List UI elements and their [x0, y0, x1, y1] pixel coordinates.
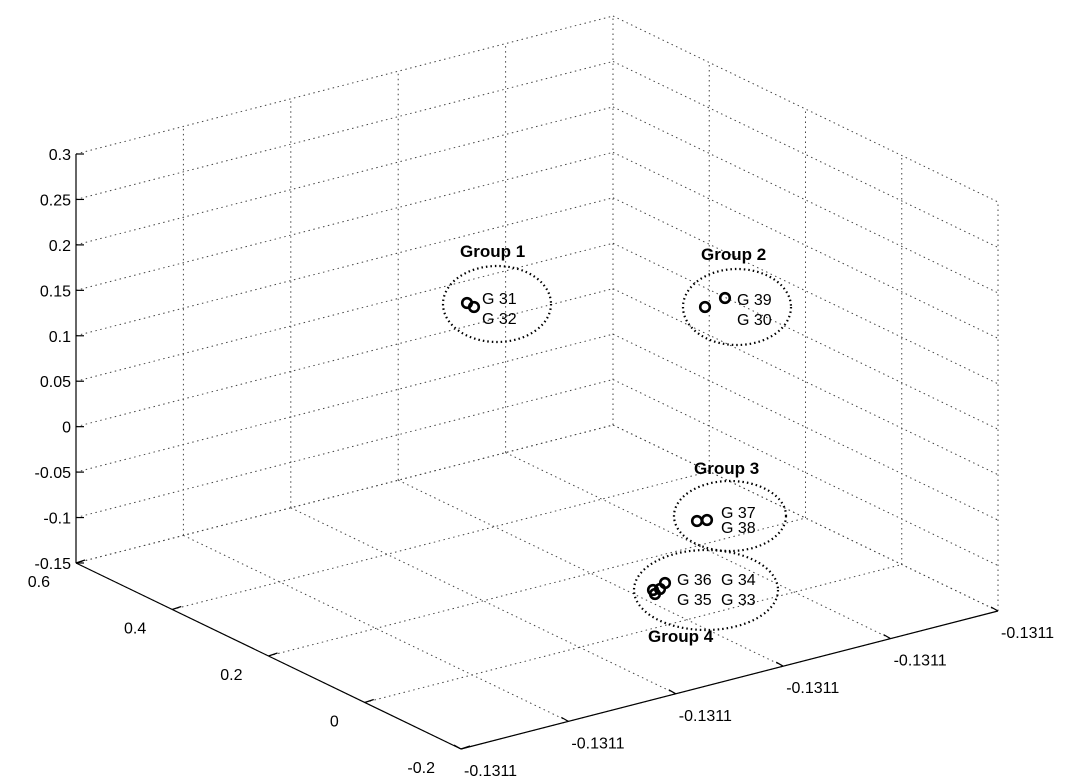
- data-points: [460, 291, 732, 601]
- point-label: G 39: [737, 292, 772, 309]
- x-tick-label: -0.1311: [1001, 625, 1054, 642]
- y-tick-label: 0.4: [124, 621, 146, 638]
- grid-line: [75, 242, 614, 382]
- axes: [75, 153, 999, 750]
- grid-line: [612, 197, 999, 385]
- group-ellipse: [632, 548, 780, 632]
- grid-line: [612, 60, 999, 248]
- grid-line: [612, 15, 999, 203]
- x-tick-mark: [668, 689, 677, 695]
- z-tick-label: 0.3: [49, 147, 71, 164]
- point-label: G 37: [721, 505, 756, 522]
- z-tick-label: 0.05: [40, 374, 71, 391]
- y-tick-label: 0.6: [28, 574, 50, 591]
- y-tick-mark: [364, 698, 374, 704]
- x-tick-mark: [453, 744, 462, 750]
- grid-line: [612, 151, 999, 339]
- tick-labels: 0.3 0.25 0.2 0.15 0.1 0.05 0 -0.05 -0.1 -0.150.6 0…: [28, 147, 1054, 780]
- grid-line: [75, 197, 614, 337]
- z-tick-label: 0.15: [40, 283, 71, 300]
- grid-line: [75, 424, 614, 564]
- grid-line: [505, 452, 891, 640]
- y-tick-mark: [460, 745, 471, 750]
- grid-line: [75, 15, 614, 155]
- z-tick-label: 0: [62, 420, 71, 437]
- z-tick-label: 0.25: [40, 192, 71, 209]
- data-point-marker: [698, 300, 712, 314]
- data-point-marker: [700, 513, 714, 527]
- data-point-marker: [467, 300, 481, 314]
- z-tick-label: 0.2: [49, 238, 71, 255]
- group-title: Group 3: [694, 459, 759, 478]
- grid-line: [612, 379, 999, 567]
- x-tick-mark: [561, 716, 569, 722]
- point-label: G 34: [721, 572, 756, 589]
- z-tick-label: -0.1: [43, 511, 71, 528]
- point-label: G 36: [677, 572, 712, 589]
- group-ellipse: [672, 479, 788, 553]
- y-tick-mark: [75, 559, 86, 564]
- grid-line: [612, 242, 999, 430]
- point-label: G 35: [677, 592, 712, 609]
- x-tick-label: -0.1311: [894, 653, 947, 670]
- grid-line: [183, 534, 569, 722]
- x-tick-label: -0.1311: [786, 680, 839, 697]
- y-tick-mark: [172, 605, 182, 611]
- grid-line: [612, 424, 999, 612]
- group-ellipse: [681, 267, 793, 347]
- point-label: G 30: [737, 312, 772, 329]
- grid-line: [75, 60, 614, 200]
- x-axis-line: [460, 610, 999, 750]
- data-point-marker: [690, 514, 704, 528]
- data-point-marker: [718, 291, 732, 305]
- group-ellipses: [441, 264, 793, 632]
- group-title: Group 2: [701, 245, 766, 264]
- annotations: Group 1 G 31 G 32 Group 2 G 39 G 30 Group 3 G 3…: [460, 242, 772, 646]
- grid-line: [612, 288, 999, 476]
- y-tick-label: 0.2: [220, 667, 242, 684]
- x-tick-label: -0.1311: [464, 763, 517, 780]
- x-tick-label: -0.1311: [679, 708, 732, 725]
- point-label: G 38: [721, 520, 756, 537]
- z-tick-label: -0.05: [35, 465, 72, 482]
- grid-line: [75, 379, 614, 519]
- grid-line: [75, 288, 614, 428]
- x-tick-mark: [883, 634, 891, 640]
- data-point-marker: [646, 583, 660, 597]
- group-title: Group 1: [460, 242, 525, 261]
- grid-line: [612, 333, 999, 521]
- grid-lines: [75, 15, 999, 750]
- z-tick-label: 0.1: [49, 329, 71, 346]
- point-label: G 33: [721, 592, 756, 609]
- grid-line: [75, 106, 614, 246]
- grid-line: [290, 507, 677, 695]
- group-title: Group 4: [648, 627, 714, 646]
- grid-line: [397, 479, 784, 667]
- grid-line: [75, 333, 614, 473]
- y-tick-mark: [268, 652, 278, 657]
- point-label: G 31: [482, 291, 517, 308]
- x-tick-mark: [990, 606, 999, 612]
- grid-line: [612, 106, 999, 294]
- y-tick-label: 0: [330, 714, 339, 731]
- x-tick-label: -0.1311: [571, 735, 624, 752]
- point-label: G 32: [482, 311, 517, 328]
- grid-line: [75, 151, 614, 291]
- x-tick-mark: [775, 661, 784, 667]
- y-tick-label: -0.2: [407, 760, 435, 777]
- data-point-marker: [658, 576, 672, 590]
- group-ellipse: [441, 264, 553, 344]
- grid-line: [172, 471, 710, 610]
- z-tick-label: -0.15: [35, 556, 72, 573]
